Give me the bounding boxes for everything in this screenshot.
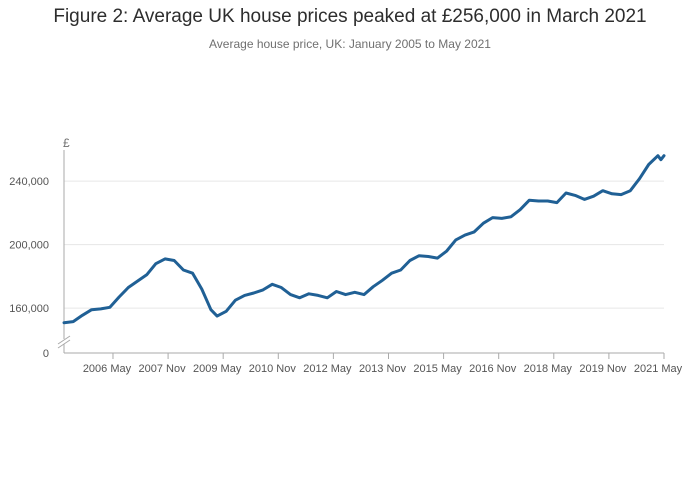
x-tick-label: 2015 May: [413, 363, 462, 375]
x-tick-label: 2016 Nov: [469, 363, 517, 375]
y-tick-label: 0: [43, 348, 49, 360]
gridlines: [64, 180, 664, 309]
axis-break-icon: [57, 335, 71, 349]
x-tick-label: 2013 Nov: [359, 363, 407, 375]
x-tick-label: 2018 May: [524, 363, 573, 375]
x-tick-label: 2010 Nov: [249, 363, 297, 375]
x-tick-label: 2006 May: [83, 363, 132, 375]
x-tick-label: 2021 May: [634, 363, 683, 375]
y-unit-label: £: [63, 136, 70, 150]
y-tick-label: 240,000: [9, 176, 49, 188]
x-tick-label: 2009 May: [193, 363, 242, 375]
y-tick-label: 160,000: [9, 303, 49, 315]
x-tick-label: 2012 May: [303, 363, 352, 375]
x-tick-label: 2019 Nov: [579, 363, 627, 375]
series-line: [62, 154, 666, 325]
chart-title: Figure 2: Average UK house prices peaked…: [53, 6, 647, 27]
y-tick-label: 200,000: [9, 240, 49, 252]
x-tick-labels: 2006 May 2007 Nov 2009 May 2010 Nov 2012 May…: [83, 353, 683, 375]
x-tick-label: 2007 Nov: [139, 363, 187, 375]
y-tick-labels: 0 160,000 200,000 240,000: [9, 176, 49, 360]
chart-subtitle: Average house price, UK: January 2005 to…: [209, 37, 491, 51]
